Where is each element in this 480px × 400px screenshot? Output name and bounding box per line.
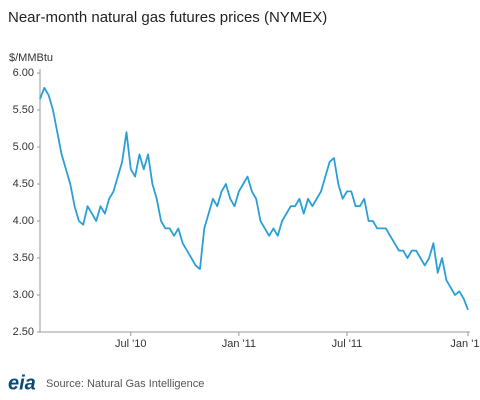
price-line [39,86,469,311]
x-tick-label: Jan '11 [222,338,256,350]
y-tick-label: 3.00 [13,289,34,301]
y-tick-label: 5.00 [13,141,34,153]
y-tick-label: 4.50 [13,178,34,190]
y-tick-label: 2.50 [13,326,34,338]
y-tick-label: 3.50 [13,252,34,264]
chart-title: Near-month natural gas futures prices (N… [8,9,327,26]
x-tick-label: Jul '11 [332,338,363,350]
y-tick-label: 6.00 [13,67,34,79]
y-tick-label: 4.00 [13,215,34,227]
y-tick-label: 5.50 [13,104,34,116]
x-tick-label: Jan '12 [450,338,480,350]
logo: eia [8,372,36,394]
source: Source: Natural Gas Intelligence [46,378,204,390]
x-tick-label: Jul '10 [115,338,146,350]
y-axis-label: $/MMBtu [9,52,53,64]
